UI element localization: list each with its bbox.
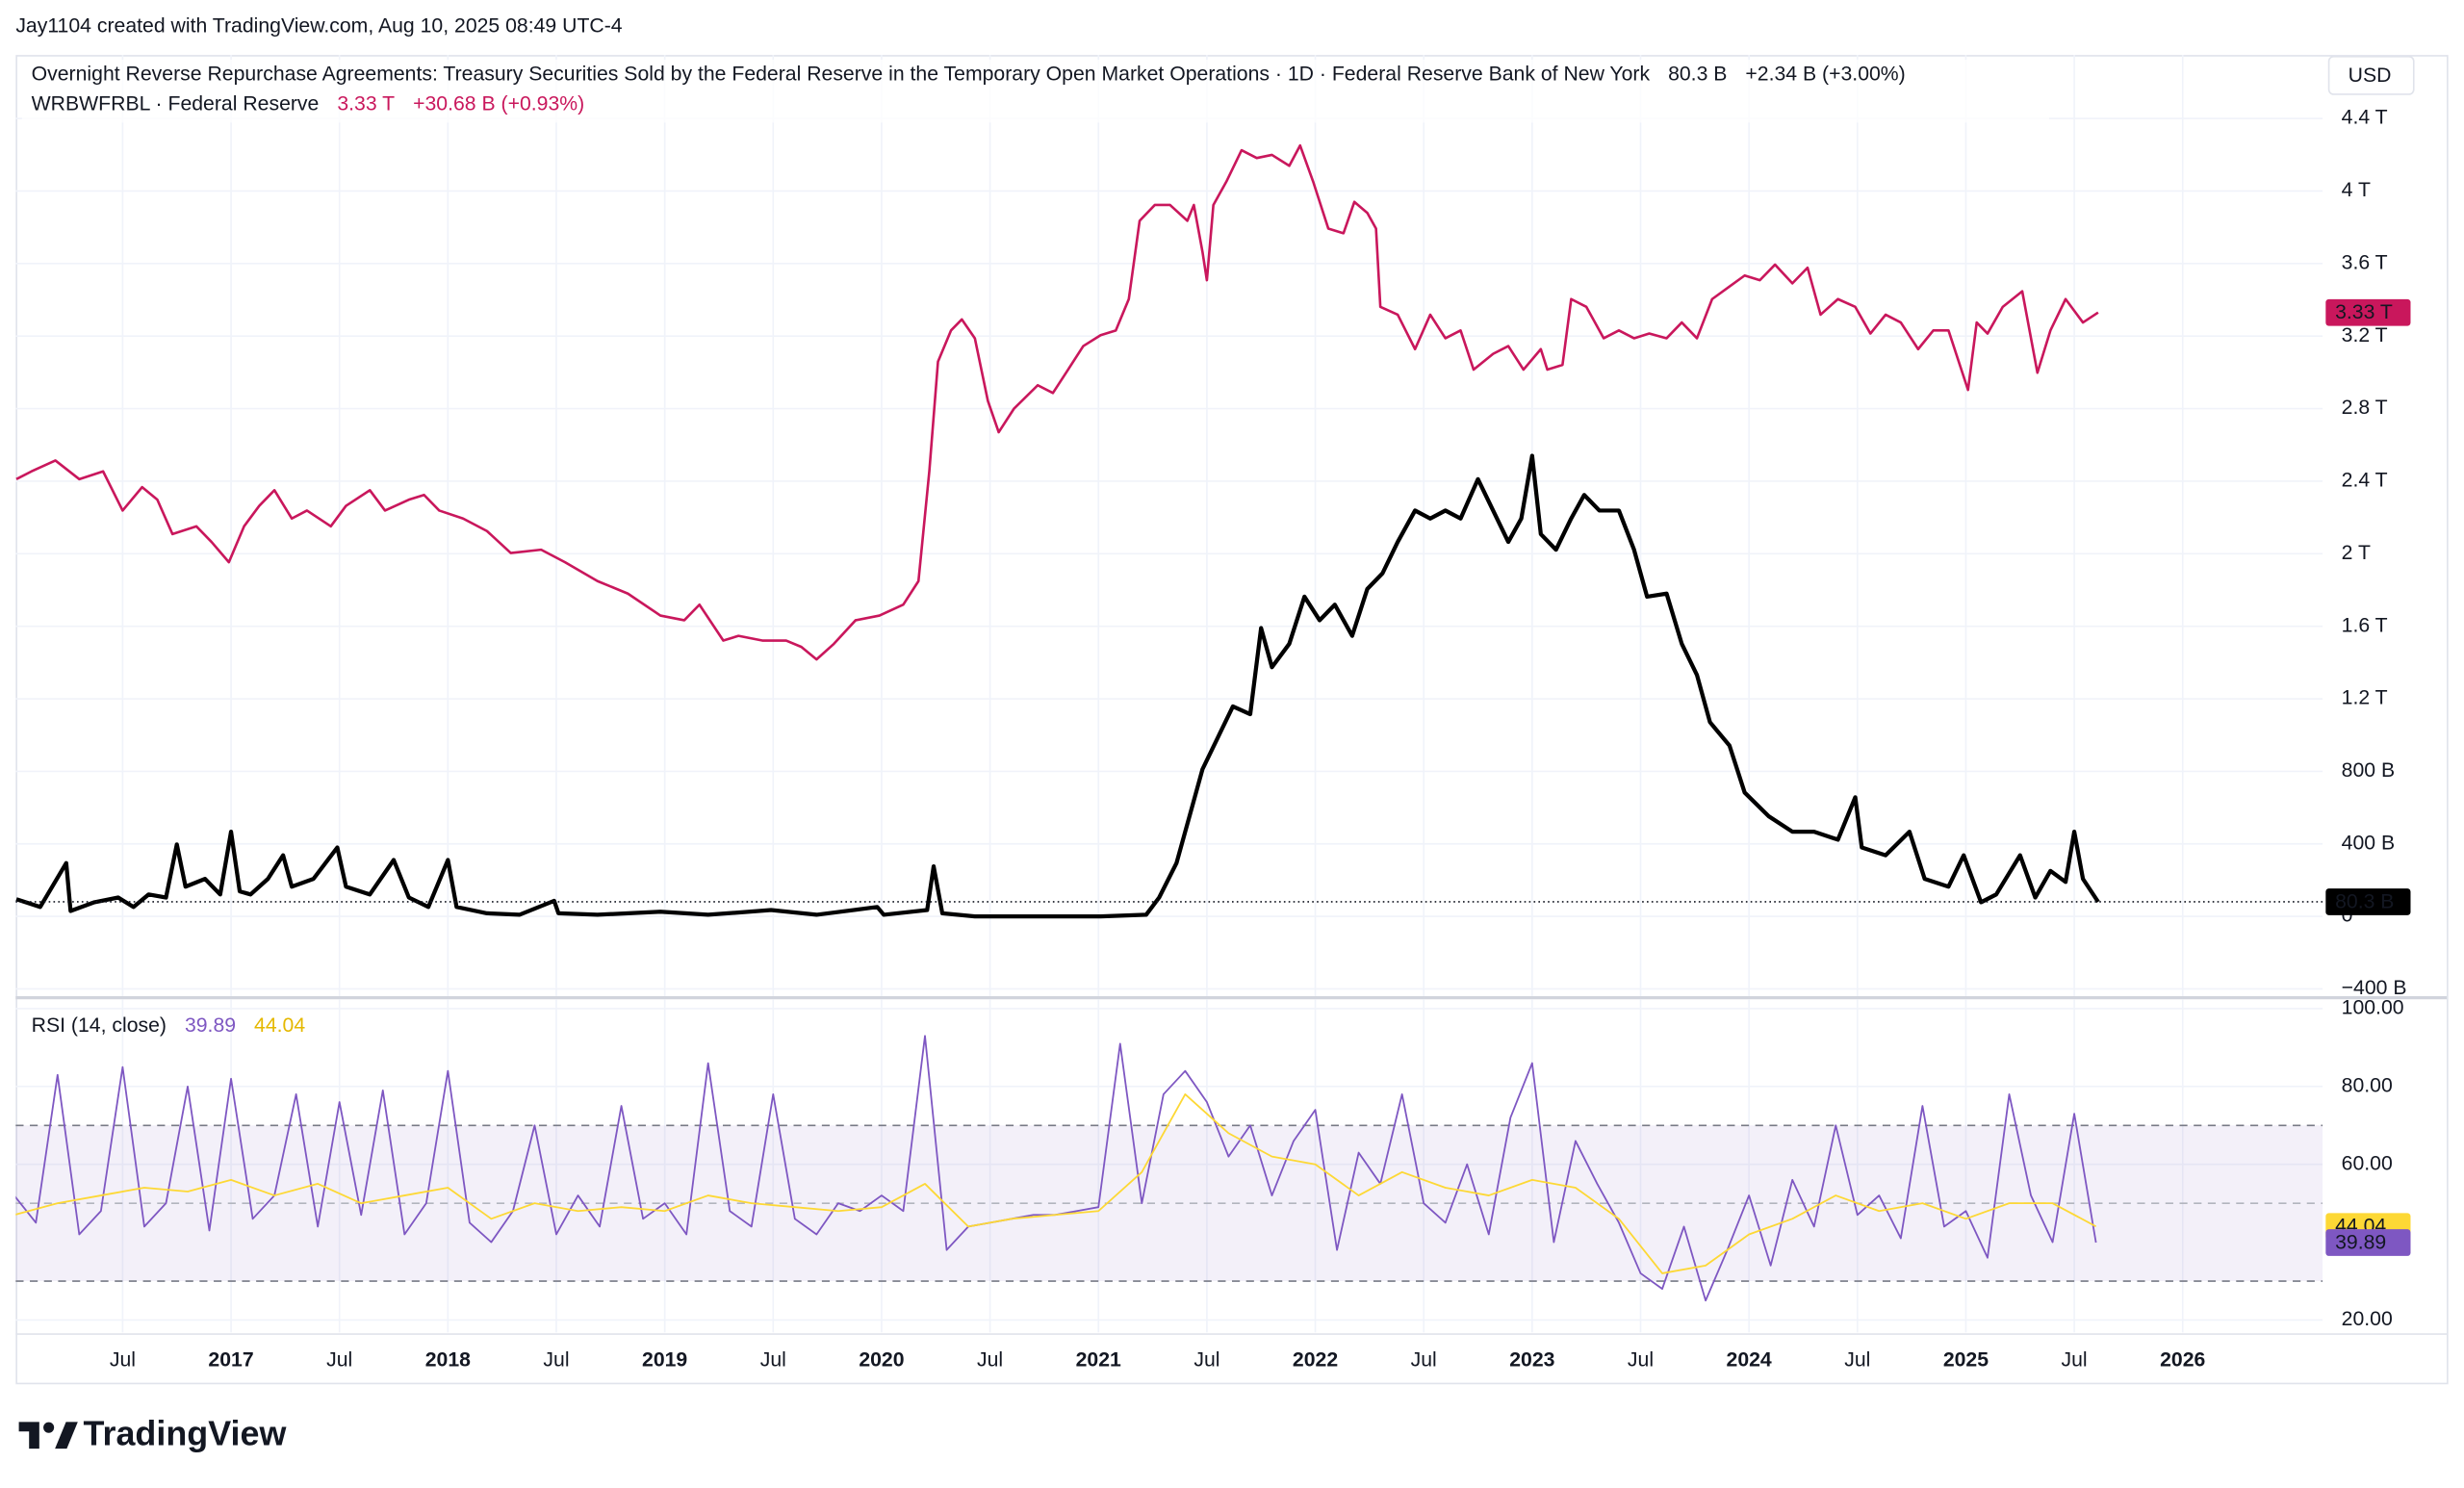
logo-icon <box>18 1422 39 1450</box>
y-tick-label: −400 B <box>2342 977 2407 999</box>
currency[interactable]: USD <box>2348 64 2392 87</box>
x-tick-label: 2017 <box>208 1348 253 1371</box>
legend-series-name: Overnight Reverse Repurchase Agreements:… <box>32 63 1651 85</box>
rsi-title: RSI (14, close) <box>32 1014 167 1037</box>
x-tick-label: 2018 <box>425 1348 471 1371</box>
x-tick-label: Jul <box>543 1348 569 1371</box>
price-badge-label: 3.33 T <box>2335 301 2393 323</box>
y-tick-label: 80.00 <box>2342 1074 2393 1096</box>
x-tick-label: Jul <box>1844 1348 1870 1371</box>
legend-series-name: WRBWFRBL · Federal Reserve <box>32 92 320 115</box>
x-tick-label: Jul <box>1628 1348 1654 1371</box>
y-tick-label: 400 B <box>2342 832 2395 854</box>
series-line <box>15 453 2100 919</box>
x-tick-label: Jul <box>1411 1348 1437 1371</box>
x-tick-label: 2022 <box>1293 1348 1338 1371</box>
logo-icon <box>43 1422 55 1433</box>
logo-icon <box>55 1422 78 1450</box>
y-tick-label: 1.2 T <box>2342 687 2388 709</box>
y-tick-label: 2.8 T <box>2342 397 2388 419</box>
grid-layer <box>15 55 2323 1333</box>
y-tick-label: 60.00 <box>2342 1152 2393 1174</box>
price-badge <box>2325 298 2411 326</box>
y-tick-label: 100.00 <box>2342 997 2404 1019</box>
rsi-ma-value: 44.04 <box>254 1014 305 1037</box>
x-tick-label: 2020 <box>859 1348 904 1371</box>
legend-line: Overnight Reverse Repurchase Agreements:… <box>32 63 1906 85</box>
legend-change: +2.34 B (+3.00%) <box>1745 63 1905 85</box>
x-tick-label: 2021 <box>1076 1348 1121 1371</box>
y-tick-label: 0 <box>2342 905 2353 927</box>
y-tick-label: 1.6 T <box>2342 614 2388 636</box>
legend-change: +30.68 B (+0.93%) <box>413 92 584 115</box>
y-tick-label: 20.00 <box>2342 1308 2393 1330</box>
x-tick-label: 2026 <box>2160 1348 2205 1371</box>
price-badge-label: 80.3 B <box>2335 890 2394 912</box>
tradingview-logo[interactable]: TradingView <box>18 1414 287 1453</box>
y-tick-label: 2 T <box>2342 542 2371 564</box>
x-tick-label: 2023 <box>1509 1348 1554 1371</box>
x-tick-label: Jul <box>110 1348 136 1371</box>
legend-line: WRBWFRBL · Federal Reserve 3.33 T +30.68… <box>32 92 585 115</box>
y-tick-label: 3.6 T <box>2342 251 2388 273</box>
series-line <box>15 1093 2097 1274</box>
price-badge <box>2325 888 2411 915</box>
price-badge <box>2325 1229 2411 1256</box>
y-tick-label: 2.4 T <box>2342 470 2388 492</box>
x-tick-label: Jul <box>1194 1348 1219 1371</box>
x-tick-label: Jul <box>977 1348 1003 1371</box>
x-tick-label: 2019 <box>642 1348 687 1371</box>
labels-layer: Jul 2017 Jul 2018 Jul 2019 Jul 2020 Jul 2021 Jul 20… <box>110 107 2411 1371</box>
rsi-legend: RSI (14, close) 39.89 44.04 <box>32 1014 306 1037</box>
y-tick-label: 800 B <box>2342 759 2395 782</box>
legend-last-value: 3.33 T <box>337 92 395 115</box>
currency-box[interactable] <box>2327 55 2415 95</box>
x-tick-label: Jul <box>326 1348 352 1371</box>
y-tick-label: 4 T <box>2342 179 2371 201</box>
series-line <box>15 143 2099 661</box>
x-tick-label: 2025 <box>1943 1348 1989 1371</box>
x-tick-label: 2024 <box>1727 1348 1772 1371</box>
price-badge-label: 39.89 <box>2335 1231 2386 1253</box>
y-tick-label: 3.2 T <box>2342 324 2388 346</box>
x-tick-label: Jul <box>2062 1348 2088 1371</box>
rsi-value: 39.89 <box>185 1014 236 1037</box>
x-tick-label: Jul <box>760 1348 786 1371</box>
legend-backdrop <box>21 60 2049 123</box>
y-tick-label: 4.4 T <box>2342 107 2388 129</box>
attribution: Jay1104 created with TradingView.com, Au… <box>15 14 622 37</box>
legend-last-value: 80.3 B <box>1668 63 1727 85</box>
logo-text: TradingView <box>84 1414 287 1453</box>
marks-layer <box>15 143 2323 1302</box>
chart-frame <box>15 55 2449 1385</box>
